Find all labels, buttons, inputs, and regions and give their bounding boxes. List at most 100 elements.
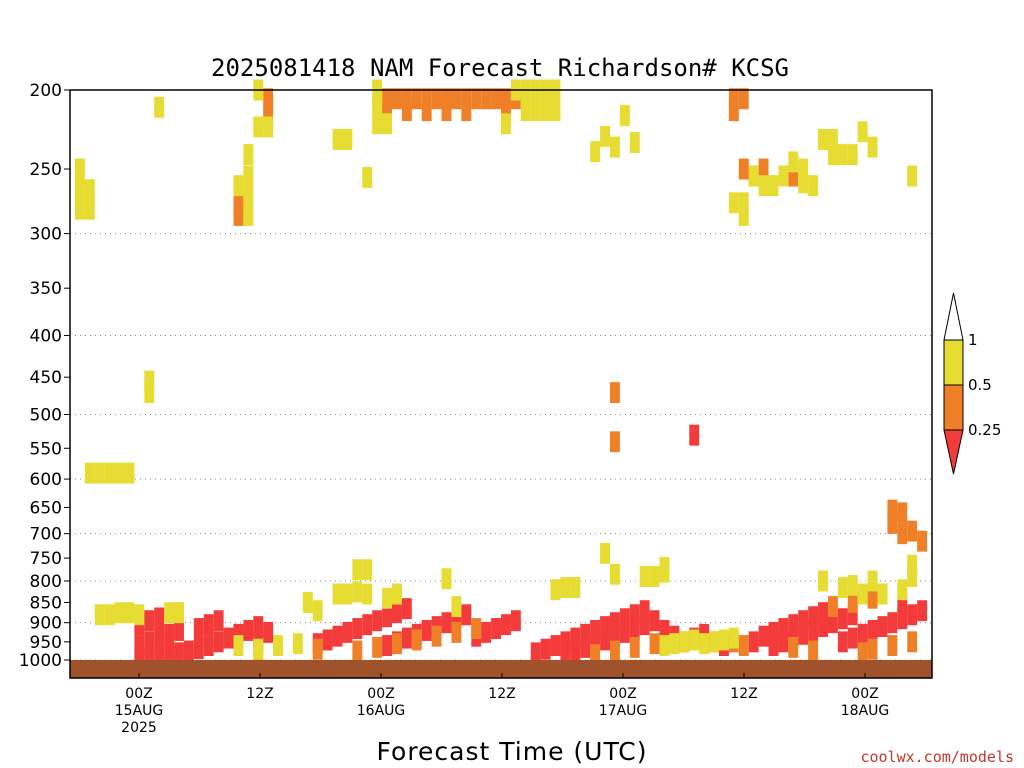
ri-cell — [352, 559, 363, 581]
ri-cell — [718, 629, 729, 651]
ri-cell — [629, 618, 640, 640]
ri-cell — [818, 570, 828, 592]
ri-cell — [600, 629, 610, 651]
ri-cell — [917, 530, 928, 552]
x-tick-label: 17AUG — [599, 703, 648, 719]
ri-cell — [193, 638, 204, 659]
ri-cell — [441, 568, 452, 590]
ri-cell — [174, 602, 184, 624]
ri-cell — [609, 612, 620, 634]
y-axis-ticks: 200 250 300 350 400 450 500 550 600 650 700 750 8008… — [19, 81, 70, 671]
ri-cell — [877, 583, 888, 605]
ri-cell — [827, 144, 838, 166]
ri-cell — [600, 125, 610, 147]
ri-cell — [144, 631, 155, 653]
ri-cell — [590, 644, 601, 666]
ri-cell — [917, 600, 928, 622]
ri-cell — [342, 129, 353, 150]
ri-cell — [134, 635, 145, 657]
ri-cell — [114, 462, 125, 484]
y-tick-label: 600 — [30, 470, 62, 490]
ri-cell — [431, 88, 442, 110]
ri-cell — [907, 520, 918, 542]
ri-cell — [501, 614, 511, 636]
ri-cell — [738, 88, 749, 110]
ri-cell — [788, 165, 799, 187]
ri-cell — [808, 620, 819, 641]
ri-cell — [689, 424, 700, 446]
ri-cell — [649, 566, 660, 587]
ri-cell — [600, 616, 610, 638]
ri-cell — [263, 116, 274, 138]
ri-cell — [94, 604, 105, 626]
ri-cell — [124, 462, 135, 484]
ri-cell — [728, 100, 739, 122]
ri-cell — [372, 113, 383, 135]
ri-cell — [451, 596, 462, 618]
ri-cell — [560, 644, 571, 666]
ri-cell — [619, 608, 630, 630]
credit-link[interactable]: coolwx.com/models — [860, 748, 1014, 766]
ri-cell — [669, 633, 680, 655]
ri-cell — [332, 129, 343, 150]
ri-cell — [372, 636, 383, 658]
legend-tick-label: 0.25 — [968, 421, 1001, 439]
ri-cell — [837, 144, 848, 166]
ri-cell — [84, 198, 95, 220]
ri-cell — [619, 621, 630, 643]
ri-cell — [808, 175, 819, 197]
ri-cell — [818, 129, 828, 150]
ri-cell — [104, 604, 115, 626]
ri-cell — [609, 640, 620, 662]
ri-cell — [362, 166, 373, 188]
ri-cell — [154, 96, 165, 118]
ri-cell — [372, 96, 383, 118]
ri-cell — [213, 610, 224, 632]
ri-cell — [600, 542, 610, 564]
ri-cell — [877, 616, 888, 638]
ri-cell — [441, 88, 452, 110]
ri-cell — [619, 105, 630, 127]
ri-cell — [382, 100, 393, 122]
ri-cell — [213, 631, 224, 653]
ri-cell — [491, 618, 501, 640]
ri-cell — [243, 144, 254, 166]
ri-cell — [808, 640, 819, 662]
ri-cell — [114, 602, 125, 624]
ri-cell — [501, 88, 511, 110]
ri-cell — [798, 172, 809, 194]
ri-cell — [292, 633, 303, 655]
ri-cell — [382, 606, 393, 628]
y-tick-label: 300 — [30, 225, 62, 245]
ri-cell — [590, 620, 601, 641]
ri-cell — [312, 600, 323, 622]
ri-cell — [253, 638, 264, 660]
ri-cell — [788, 614, 799, 636]
ri-cell — [827, 129, 838, 150]
ri-cell — [827, 596, 838, 618]
ri-cell — [540, 638, 551, 660]
ri-cell — [164, 644, 175, 666]
ri-cell — [847, 591, 858, 613]
legend-bin — [943, 339, 964, 386]
ri-cell — [580, 636, 591, 658]
x-tick-label: 12Z — [246, 686, 273, 702]
ri-cell — [689, 629, 700, 651]
legend-over-triangle — [943, 292, 964, 341]
ri-cell — [471, 618, 482, 640]
ri-cell — [263, 88, 274, 110]
ri-cell — [867, 638, 878, 660]
ri-cell — [243, 185, 254, 207]
ri-cell — [243, 165, 254, 187]
ri-cell — [401, 88, 412, 110]
ri-cell — [709, 631, 719, 653]
ri-cell — [788, 636, 799, 658]
ri-cell — [847, 574, 858, 596]
ri-cell — [530, 100, 541, 122]
ri-cell — [837, 577, 848, 599]
ri-cell — [421, 88, 432, 110]
ri-cell — [154, 645, 165, 667]
ri-cell — [857, 642, 868, 664]
ri-cell — [897, 596, 908, 618]
ri-cell — [847, 144, 858, 166]
